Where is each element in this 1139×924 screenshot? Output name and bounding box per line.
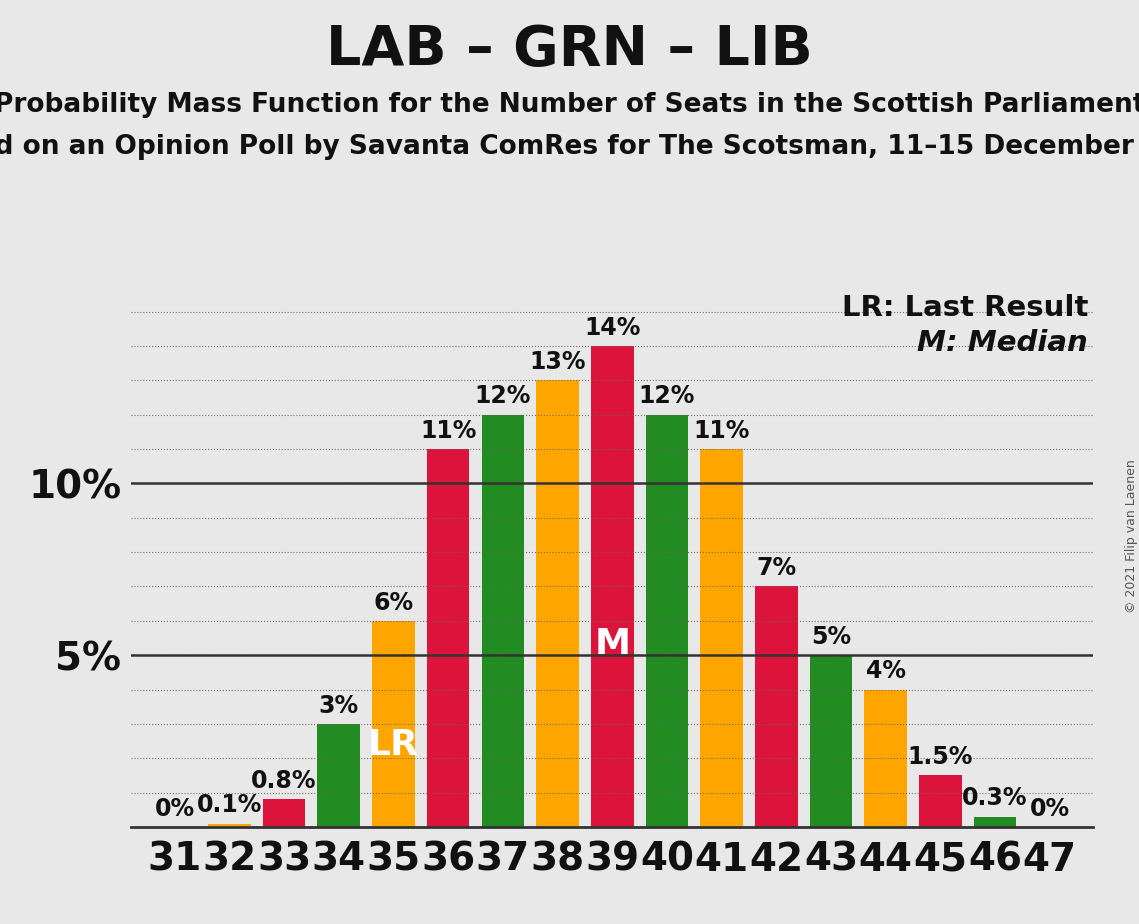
Text: 0.1%: 0.1% — [197, 794, 262, 818]
Text: © 2021 Filip van Laenen: © 2021 Filip van Laenen — [1124, 459, 1138, 613]
Text: M: M — [595, 627, 630, 662]
Text: LR: LR — [368, 727, 419, 761]
Bar — [482, 415, 524, 827]
Bar — [700, 449, 743, 827]
Bar — [427, 449, 469, 827]
Bar — [919, 775, 961, 827]
Text: 13%: 13% — [530, 350, 585, 374]
Text: 11%: 11% — [694, 419, 749, 443]
Text: 7%: 7% — [756, 556, 796, 580]
Bar — [591, 346, 633, 827]
Text: 4%: 4% — [866, 660, 906, 684]
Bar — [318, 723, 360, 827]
Bar — [646, 415, 688, 827]
Text: 6%: 6% — [374, 590, 413, 614]
Bar — [536, 381, 579, 827]
Bar — [810, 655, 852, 827]
Text: M: Median: M: Median — [917, 329, 1088, 357]
Text: 0%: 0% — [1030, 796, 1070, 821]
Text: 14%: 14% — [584, 316, 640, 340]
Text: 11%: 11% — [420, 419, 476, 443]
Text: 1.5%: 1.5% — [908, 746, 973, 770]
Text: 5%: 5% — [811, 625, 851, 649]
Bar — [208, 823, 251, 827]
Text: LR: Last Result: LR: Last Result — [842, 295, 1088, 322]
Text: 12%: 12% — [639, 384, 695, 408]
Bar — [974, 817, 1016, 827]
Bar — [263, 799, 305, 827]
Bar — [865, 689, 907, 827]
Text: 0.3%: 0.3% — [962, 786, 1027, 810]
Bar — [372, 621, 415, 827]
Text: LAB – GRN – LIB: LAB – GRN – LIB — [326, 23, 813, 77]
Bar — [755, 587, 797, 827]
Text: 0%: 0% — [155, 796, 195, 821]
Text: Based on an Opinion Poll by Savanta ComRes for The Scotsman, 11–15 December 2020: Based on an Opinion Poll by Savanta ComR… — [0, 134, 1139, 160]
Text: 3%: 3% — [319, 694, 359, 718]
Text: 12%: 12% — [475, 384, 531, 408]
Text: 0.8%: 0.8% — [252, 770, 317, 794]
Text: Probability Mass Function for the Number of Seats in the Scottish Parliament: Probability Mass Function for the Number… — [0, 92, 1139, 118]
